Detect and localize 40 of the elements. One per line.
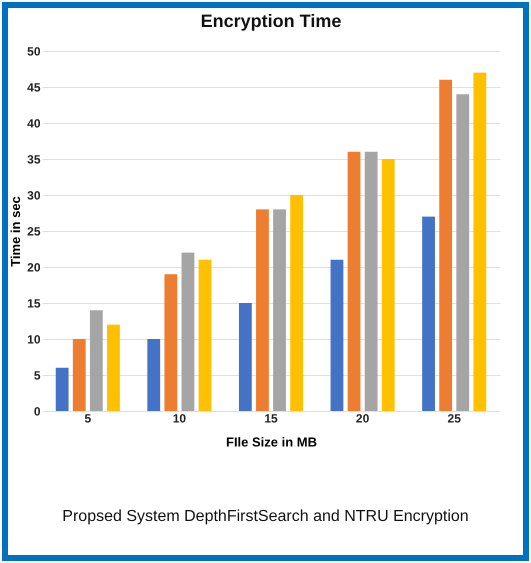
bar [182,252,194,411]
bar [164,274,178,411]
bar [273,209,286,411]
y-tick-label: 10 [27,332,41,346]
y-tick-label: 30 [27,188,41,202]
bar [330,260,344,411]
bar [364,152,378,411]
text: Propsed System DepthFirstSearch and NTRU Encryption [61,508,470,526]
y-tick-label: 35 [27,152,41,166]
x-tick-label: 5 [84,412,92,426]
y-tick-label: 0 [34,404,41,418]
bar [198,260,212,411]
chart-title: Encryption Time [200,11,342,31]
bar [422,216,435,411]
bar [439,80,452,411]
y-tick-label: 25 [27,224,41,238]
y-tick-label: 45 [27,80,41,94]
bar [290,195,304,411]
y-tick-label: 50 [27,44,41,58]
bar [107,324,120,411]
bar [72,339,86,411]
x-tick-label: 25 [448,412,462,426]
bar [56,368,69,411]
bar [238,303,252,411]
bar [456,94,470,411]
bar [473,72,486,411]
y-tick-label: 40 [27,116,41,130]
bar [382,159,395,411]
x-tick-label: 10 [172,412,186,426]
x-tick-label: 15 [264,412,278,426]
x-axis-title: FIle Size in MB [226,434,318,450]
y-tick-label: 5 [34,368,41,382]
y-axis-title: Time in sec [8,196,24,267]
x-tick-label: 20 [356,412,370,426]
y-tick-label: 15 [27,296,41,310]
bar [348,152,360,411]
y-tick-label: 20 [27,260,41,274]
bar [147,339,160,411]
bar [256,209,269,411]
bar [90,310,103,411]
